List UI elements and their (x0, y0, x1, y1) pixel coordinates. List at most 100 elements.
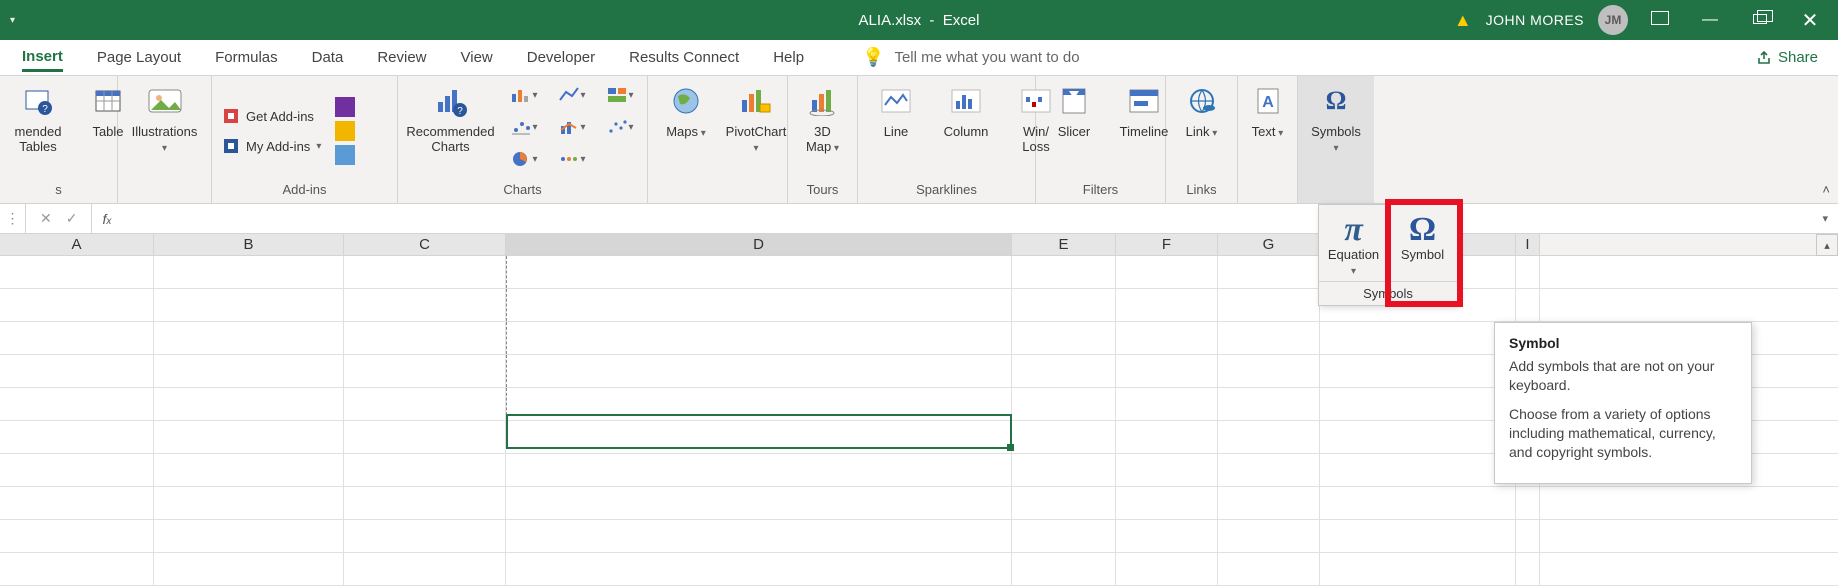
sparkline-line-label: Line (884, 124, 909, 139)
user-name[interactable]: JOHN MORES (1486, 12, 1584, 28)
3d-map-button[interactable]: 3D Map (795, 82, 851, 154)
close-button[interactable]: ✕ (1792, 8, 1828, 33)
tab-results-connect[interactable]: Results Connect (629, 49, 739, 66)
pivotchart-button[interactable]: PivotChart (728, 82, 784, 154)
symbol-label: Symbol (1392, 247, 1453, 262)
line-chart-icon[interactable]: ▾ (555, 82, 589, 108)
bing-icon[interactable] (335, 121, 355, 141)
recommended-tables-label: mended Tables (15, 124, 62, 154)
tab-help[interactable]: Help (773, 49, 804, 66)
recommended-tables-button[interactable]: ? mended Tables (10, 82, 66, 154)
qat-customize-icon[interactable]: ▾ (10, 15, 15, 26)
tooltip-text-1: Add symbols that are not on your keyboar… (1509, 357, 1737, 395)
column-headers: ABCDEFG I (0, 234, 1838, 256)
symbol-button[interactable]: Ω Symbol (1388, 205, 1457, 281)
text-label: Text (1252, 124, 1284, 139)
quick-access-toolbar: ▾ (0, 15, 15, 26)
column-header[interactable]: C (344, 234, 506, 255)
scatter-chart-icon[interactable]: ▾ (603, 114, 637, 140)
combo-chart-icon[interactable]: ▾ (555, 114, 589, 140)
addin-icon[interactable] (335, 97, 355, 117)
illustrations-button[interactable]: Illustrations (128, 82, 201, 154)
share-button[interactable]: Share (1756, 49, 1818, 66)
tab-review[interactable]: Review (377, 49, 426, 66)
equation-button[interactable]: π Equation▾ (1319, 205, 1388, 281)
hierarchy-chart-icon[interactable]: ▾ (603, 82, 637, 108)
column-header[interactable]: I (1516, 234, 1540, 255)
tab-insert[interactable]: Insert (22, 48, 63, 72)
tab-view[interactable]: View (461, 49, 493, 66)
my-addins-label: My Add-ins (246, 139, 310, 154)
my-addins-button[interactable]: My Add-ins ▾ (222, 134, 321, 158)
title-bar: ▾ ALIA.xlsx - Excel ▲ JOHN MORES JM — ✕ (0, 0, 1838, 40)
column-header[interactable]: E (1012, 234, 1116, 255)
symbols-label: Symbols (1308, 124, 1364, 154)
maps-button[interactable]: Maps (658, 82, 714, 139)
filters-group-label: Filters (1046, 180, 1155, 201)
window-title: ALIA.xlsx - Excel (859, 12, 980, 29)
expand-formula-bar-icon[interactable]: ▾ (1822, 212, 1838, 225)
addins-group-label: Add-ins (222, 180, 387, 201)
charts-group-label: Charts (408, 180, 637, 201)
text-button[interactable]: A Text (1240, 82, 1296, 139)
tables-group-label: s (10, 180, 107, 201)
column-chart-icon[interactable]: ▾ (507, 82, 541, 108)
pie-chart-icon[interactable]: ▾ (507, 146, 541, 172)
ribbon-tabs: Insert Page Layout Formulas Data Review … (0, 40, 1838, 76)
get-addins-button[interactable]: Get Add-ins (222, 104, 321, 128)
symbols-button[interactable]: Ω Symbols (1308, 82, 1364, 154)
recommended-charts-button[interactable]: ? Recommended Charts (408, 82, 493, 154)
timeline-button[interactable]: Timeline (1116, 82, 1172, 139)
tell-me[interactable]: 💡 Tell me what you want to do (862, 47, 1080, 68)
column-header[interactable]: A (0, 234, 154, 255)
cancel-icon[interactable]: ✕ (40, 210, 52, 227)
tab-data[interactable]: Data (312, 49, 344, 66)
bulb-icon: 💡 (862, 47, 884, 68)
warning-icon[interactable]: ▲ (1454, 10, 1472, 31)
column-header[interactable]: F (1116, 234, 1218, 255)
collapse-ribbon-icon[interactable]: ˄ (1822, 182, 1830, 197)
chart-types: ▾ ▾ ▾ ▾ ▾ ▾ ▾ ▾ (507, 82, 637, 172)
minimize-button[interactable]: — (1692, 11, 1728, 29)
column-header[interactable]: B (154, 234, 344, 255)
links-group-label: Links (1176, 180, 1227, 201)
tooltip-text-2: Choose from a variety of options includi… (1509, 405, 1737, 462)
sparkline-column-button[interactable]: Column (938, 82, 994, 139)
sparkline-column-label: Column (944, 124, 989, 139)
slicer-button[interactable]: Slicer (1046, 82, 1102, 139)
ribbon-display-button[interactable] (1642, 11, 1678, 30)
tab-page-layout[interactable]: Page Layout (97, 49, 181, 66)
tab-formulas[interactable]: Formulas (215, 49, 278, 66)
name-box-dropdown[interactable]: ⋮ (0, 204, 26, 233)
enter-icon[interactable]: ✓ (66, 210, 78, 227)
illustrations-label: Illustrations (128, 124, 201, 154)
ribbon: ? mended Tables Table s Illustrations Ge… (0, 76, 1838, 204)
column-header[interactable]: D (506, 234, 1012, 255)
get-addins-label: Get Add-ins (246, 109, 314, 124)
share-label: Share (1778, 49, 1818, 66)
svg-text:?: ? (42, 104, 48, 115)
symbols-dropdown: π Equation▾ Ω Symbol Symbols (1318, 204, 1458, 306)
filename: ALIA.xlsx (859, 12, 922, 29)
symbols-dropdown-footer: Symbols (1319, 281, 1457, 305)
surface-chart-icon[interactable]: ▾ (555, 146, 589, 172)
avatar[interactable]: JM (1598, 5, 1628, 35)
tell-me-text: Tell me what you want to do (894, 49, 1079, 66)
sparklines-group-label: Sparklines (868, 180, 1025, 201)
fx-icon[interactable]: fx (92, 211, 121, 227)
svg-text:A: A (1262, 94, 1274, 111)
statistic-chart-icon[interactable]: ▾ (507, 114, 541, 140)
3d-map-label: 3D Map (806, 124, 839, 154)
restore-button[interactable] (1742, 11, 1778, 29)
formula-bar: ⋮ ✕ ✓ fx ▾ (0, 204, 1838, 234)
scroll-up-button[interactable]: ▴ (1816, 234, 1838, 256)
people-icon[interactable] (335, 145, 355, 165)
equation-label: Equation (1328, 247, 1379, 262)
timeline-label: Timeline (1120, 124, 1169, 139)
column-header[interactable]: G (1218, 234, 1320, 255)
tab-developer[interactable]: Developer (527, 49, 595, 66)
link-button[interactable]: Link (1174, 82, 1230, 139)
symbol-tooltip: Symbol Add symbols that are not on your … (1494, 322, 1752, 484)
selected-cell[interactable] (506, 414, 1012, 449)
sparkline-line-button[interactable]: Line (868, 82, 924, 139)
